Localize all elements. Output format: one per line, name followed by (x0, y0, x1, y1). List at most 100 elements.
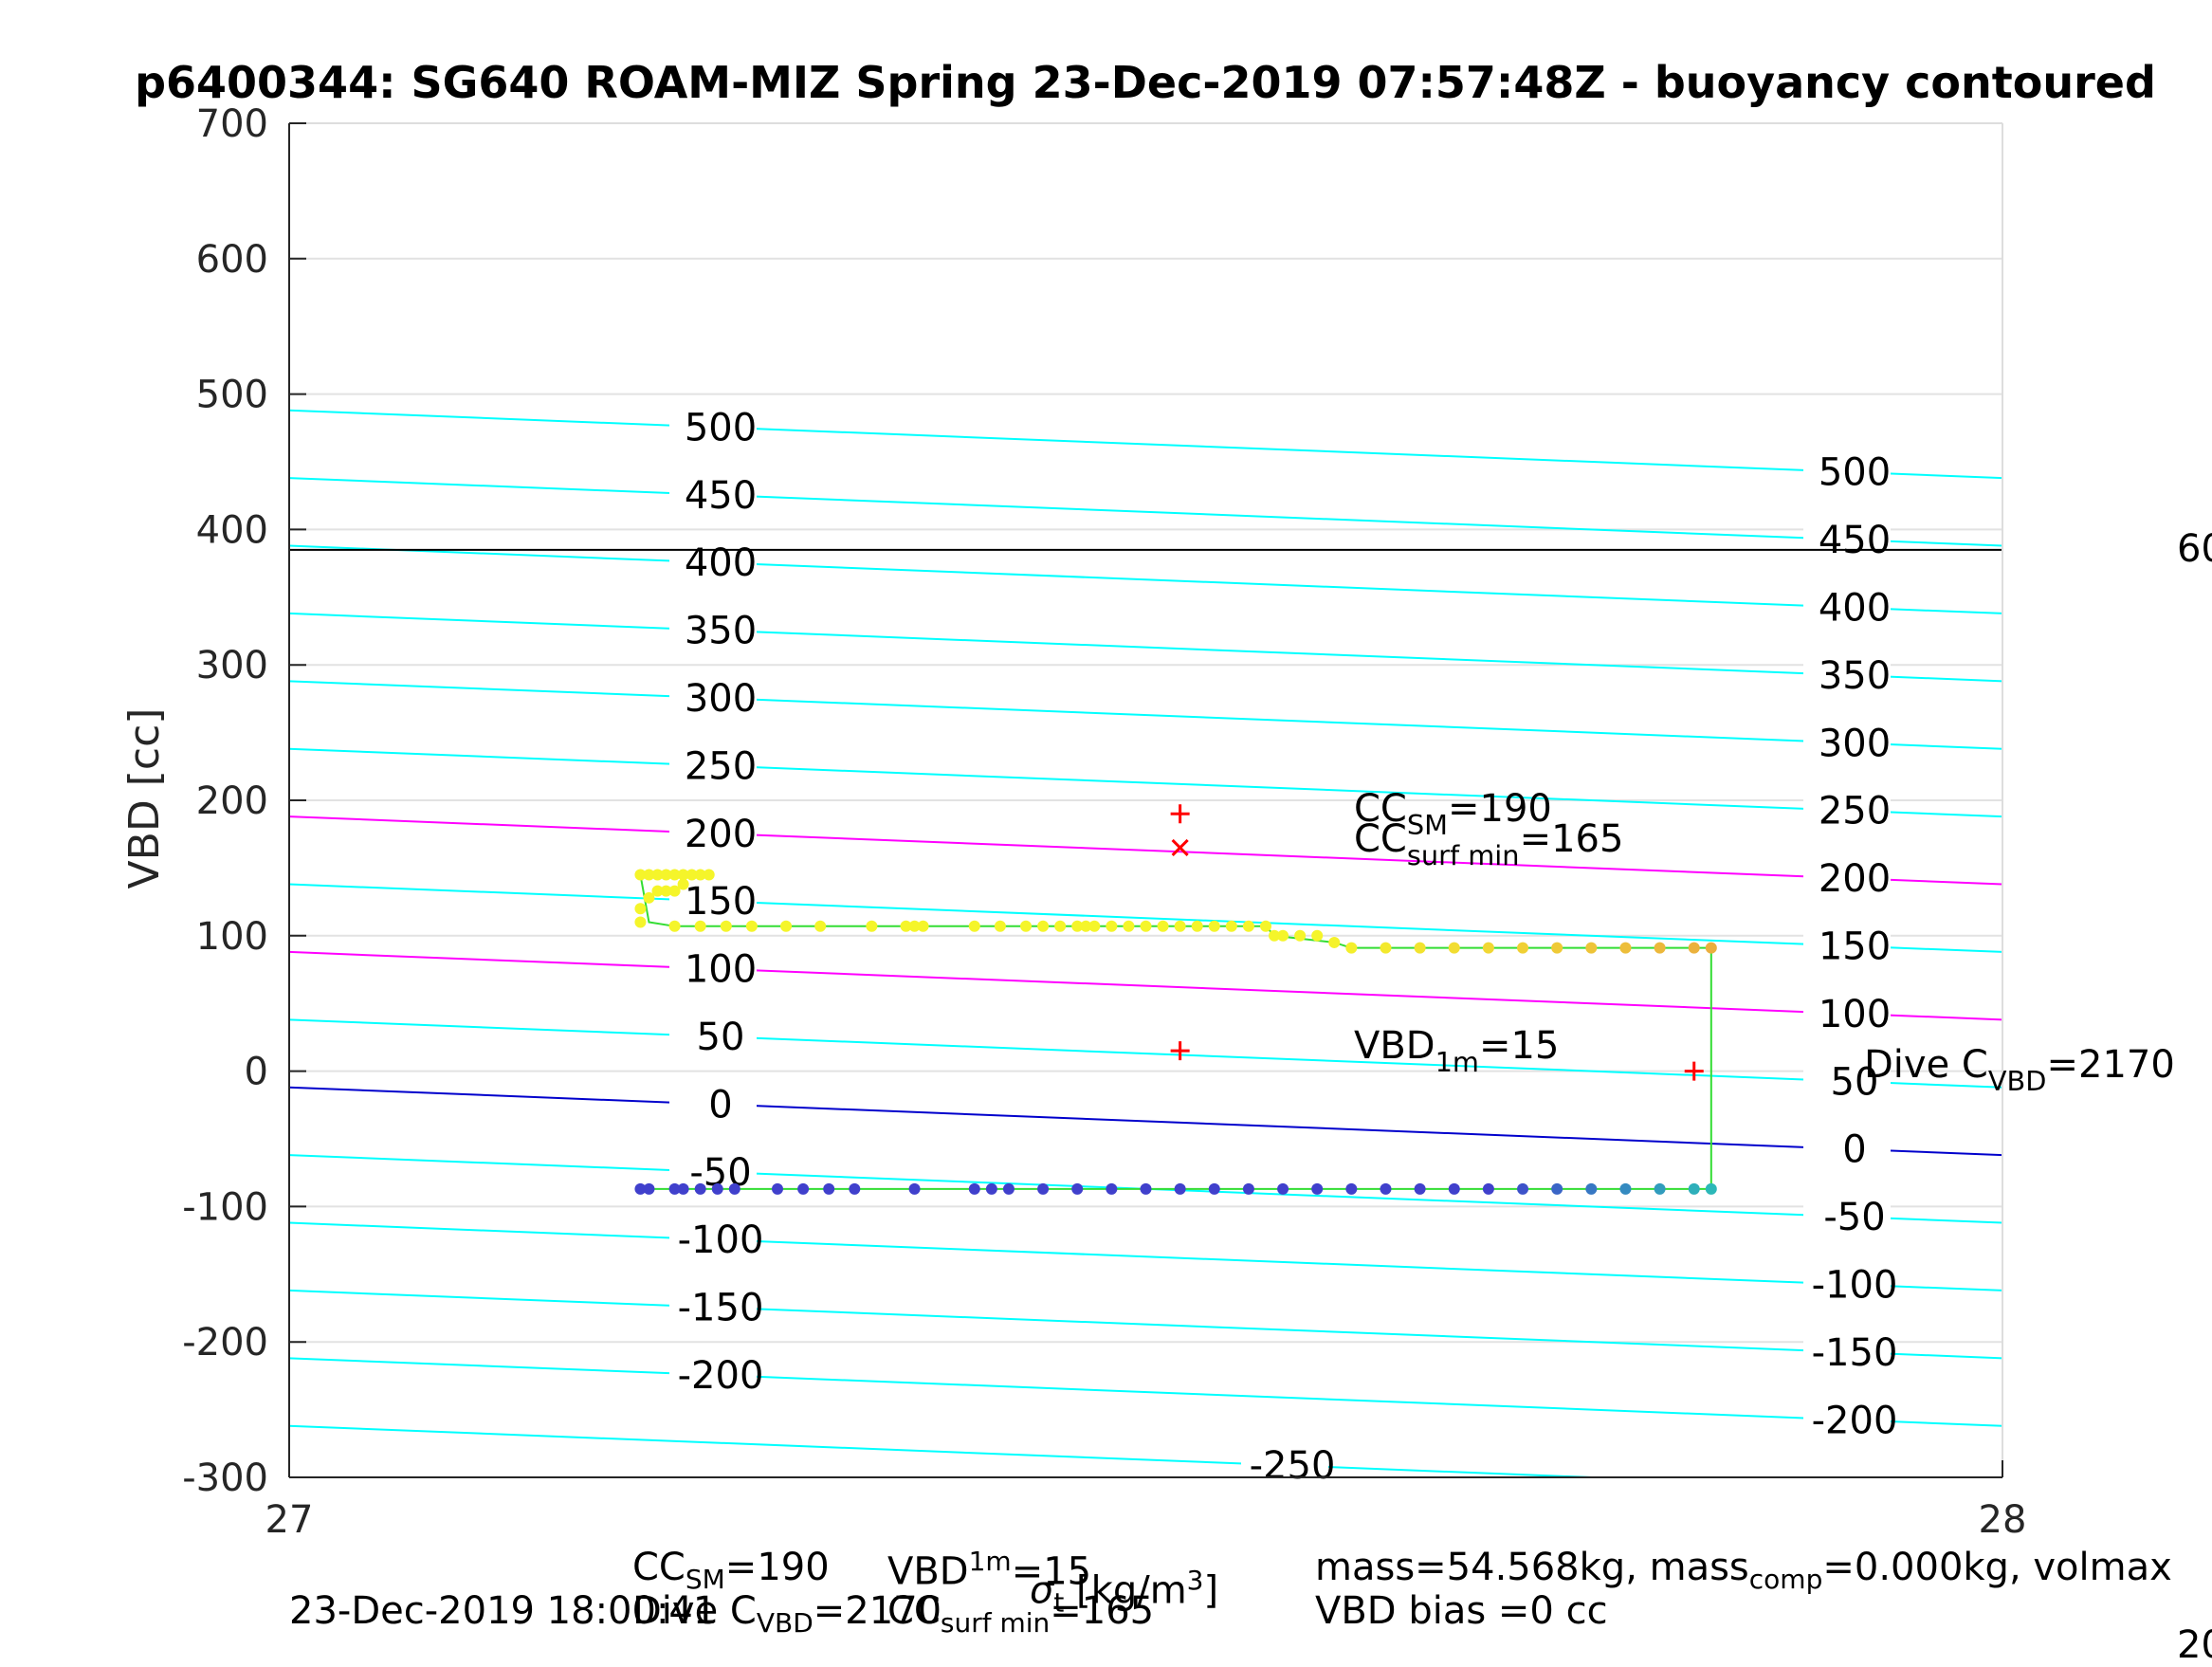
dive-point (1140, 920, 1152, 932)
contour-label-bg (1803, 517, 1891, 561)
dive-point (1088, 920, 1101, 932)
contour-label: 150 (685, 880, 757, 924)
climb-point (1482, 1182, 1494, 1195)
contour-label: 400 (685, 541, 757, 585)
y-tick-label: 100 (196, 915, 268, 959)
contour-label: 300 (685, 677, 757, 721)
x-tick-label: 27 (265, 1498, 314, 1542)
dive-point (651, 869, 664, 881)
dive-point (1174, 920, 1186, 932)
x-tick-label: 28 (1979, 1498, 2027, 1542)
climb-point (1106, 1182, 1118, 1195)
dive-point (634, 869, 647, 881)
contour-label-bg (669, 1081, 757, 1126)
footer-dive-main: Dive C (632, 1589, 757, 1633)
y-tick-label: 200 (196, 779, 268, 823)
dive-point (1414, 942, 1426, 954)
dive-point (1654, 942, 1666, 954)
footer-corner-text: 20 (2177, 1623, 2212, 1667)
climb-point (668, 1182, 681, 1195)
climb-point (1140, 1182, 1152, 1195)
dive-point (703, 869, 715, 881)
dive-point (1225, 920, 1237, 932)
contour-label-bg (1803, 1397, 1891, 1441)
dive-point (1123, 920, 1135, 932)
footer-vbd-bias-text: VBD bias =0 cc (1315, 1589, 1608, 1633)
contour-label: -100 (1812, 1263, 1898, 1307)
contour-label: 50 (697, 1016, 745, 1059)
x-axis-label: σt [kg/m3] (1030, 1565, 1218, 1618)
y-tick-label: 300 (196, 644, 268, 687)
dive-point (1157, 920, 1169, 932)
climb-point (771, 1182, 783, 1195)
dive-point (1020, 920, 1033, 932)
dive-point (780, 920, 793, 932)
contour-line (289, 544, 2002, 614)
climb-point (849, 1182, 861, 1195)
dive-point (694, 869, 706, 881)
y-tick-label: -300 (182, 1456, 268, 1500)
dive-point (1705, 942, 1717, 954)
climb-point (1619, 1182, 1632, 1195)
footer-cc-surf: CCsurf min=165 (887, 1589, 1154, 1639)
climb-point (968, 1182, 980, 1195)
dive-point (1106, 920, 1118, 932)
contour-label-bg (1803, 1126, 1891, 1170)
buoyancy-contours (289, 409, 2002, 1477)
dive-point (745, 920, 758, 932)
y-tick-label: -200 (182, 1321, 268, 1365)
dive-point (917, 920, 929, 932)
dive-point (1191, 920, 1203, 932)
footer-dive-value: =2170 (813, 1589, 942, 1633)
dive-point (1259, 920, 1271, 932)
dive-point (660, 869, 672, 881)
dive-point (1619, 942, 1632, 954)
dive-point (651, 885, 664, 897)
footer-vbd: VBD1m=15 (887, 1546, 1091, 1593)
contour-label: 250 (685, 744, 757, 788)
contour-line (289, 409, 2002, 480)
dive-point (686, 869, 698, 881)
dive-point (1688, 942, 1700, 954)
contour-label-bg (669, 1351, 757, 1396)
contour-line (289, 883, 2002, 953)
contour-label: 0 (708, 1083, 732, 1127)
x-axis-label-unit: [kg/m (1064, 1568, 1187, 1613)
dive-point (1482, 942, 1494, 954)
marker-plus (1170, 804, 1190, 824)
contour-label: 350 (1819, 654, 1891, 698)
footer-dive-c: Dive CVBD=2170 (632, 1589, 941, 1639)
climb-point (1448, 1182, 1460, 1195)
dive-point (1294, 929, 1307, 942)
dive-point (643, 869, 655, 881)
contour-label-bg (1803, 651, 1891, 696)
climb-point (711, 1182, 723, 1195)
contour-label: 0 (1842, 1128, 1866, 1172)
contour-labels: 500450400350300250200150100500-50-100-15… (669, 404, 1897, 1488)
grid (289, 122, 2002, 1478)
contour-label: 450 (1819, 519, 1891, 562)
climb-point (1208, 1182, 1220, 1195)
dive-point (668, 885, 681, 897)
contour-label: -150 (1812, 1331, 1898, 1375)
contour-label-bg (1803, 855, 1891, 900)
dive-point (634, 903, 647, 915)
climb-point (1037, 1182, 1050, 1195)
x-axis-label-sup: 3 (1186, 1565, 1204, 1596)
y-tick-label: 400 (196, 508, 268, 552)
y-tick-label: -100 (182, 1185, 268, 1229)
footer-cc-sm: CCSM=190 (632, 1546, 830, 1595)
contour-label-bg (1803, 990, 1891, 1035)
dive-point (1080, 920, 1092, 932)
dive-point (1208, 920, 1220, 932)
dive-point (1311, 929, 1324, 942)
annotation-cc-sm: CCSM=190 (1354, 787, 1552, 841)
contour-label-bg (1803, 923, 1891, 967)
dive-point (1037, 920, 1050, 932)
contour-label: 300 (1819, 722, 1891, 765)
climb-point (797, 1182, 810, 1195)
footer-date-text: 23-Dec-2019 18:00:41 (289, 1589, 718, 1633)
contour-label-bg (1241, 1442, 1328, 1487)
